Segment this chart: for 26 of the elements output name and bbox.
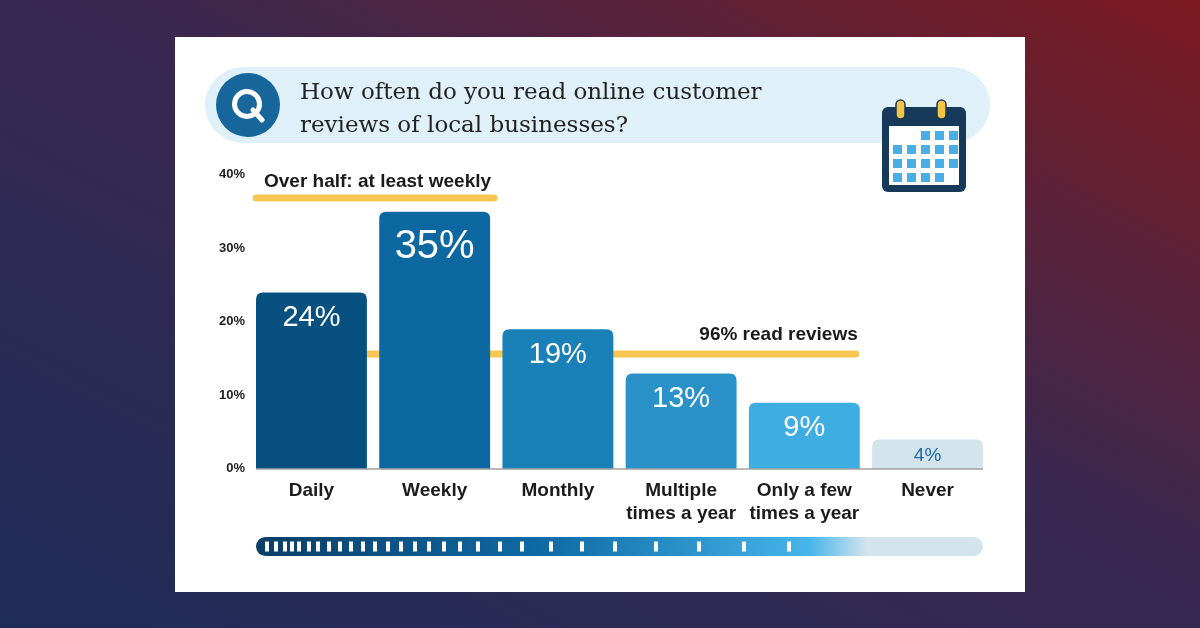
data-label: 9% — [783, 410, 826, 443]
y-tick-label: 20% — [218, 313, 246, 329]
bar — [379, 211, 491, 469]
x-tick-label: Only a few times a year — [749, 479, 860, 523]
bar — [625, 373, 737, 469]
data-label: 13% — [652, 380, 711, 413]
y-tick-label: 10% — [218, 386, 246, 402]
annotation: 96% read reviews — [699, 323, 858, 344]
x-tick-label: Monthly — [521, 479, 595, 500]
y-tick-label: 0% — [226, 460, 246, 476]
chart-title: How often do you read online customer reviews of local businesses? — [300, 78, 762, 137]
data-label: 35% — [394, 221, 475, 266]
x-tick-label: Daily — [288, 479, 335, 500]
y-tick-label: 30% — [218, 239, 246, 255]
bar — [872, 439, 983, 469]
annotation: Over half: at least weekly — [264, 170, 492, 191]
data-label: 4% — [913, 444, 942, 466]
bar — [748, 402, 860, 469]
bar — [502, 329, 614, 469]
x-tick-label: Never — [901, 479, 955, 500]
x-tick-label: Multiple times a year — [626, 479, 737, 523]
bar — [256, 292, 367, 469]
data-label: 19% — [528, 336, 587, 369]
data-label: 24% — [282, 299, 341, 332]
y-tick-label: 40% — [218, 166, 246, 182]
x-tick-label: Weekly — [402, 479, 468, 500]
